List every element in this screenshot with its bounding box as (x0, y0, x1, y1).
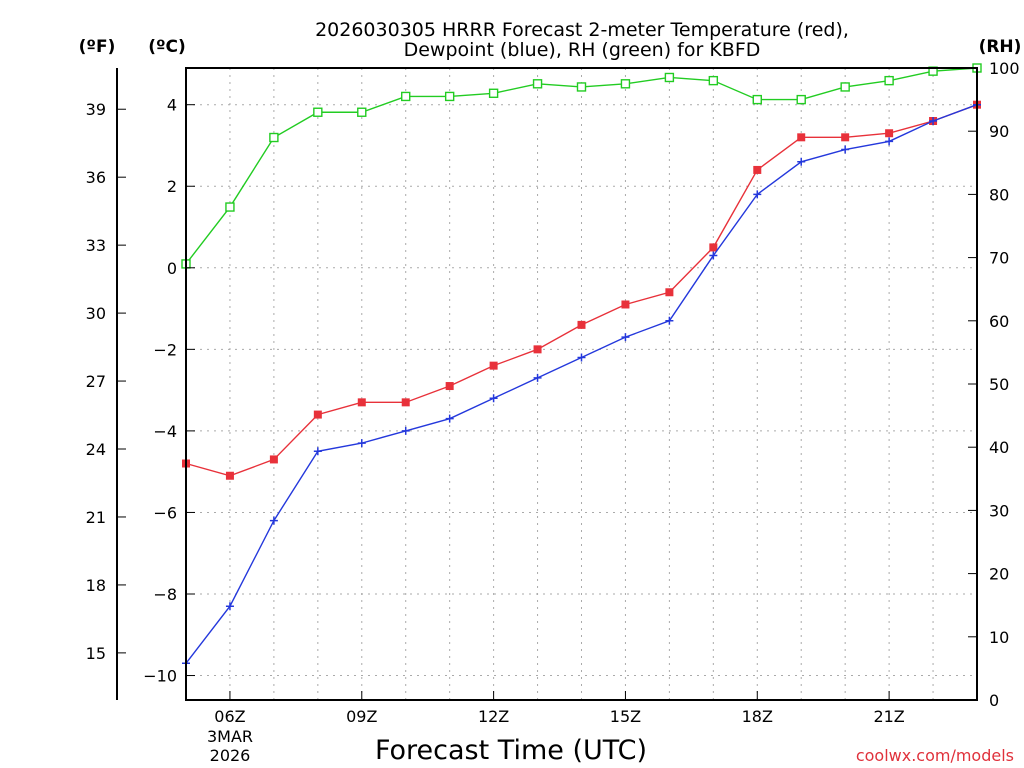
rh-tick-label: 80 (989, 185, 1009, 204)
rh-point (576, 82, 587, 92)
fahrenheit-tick-label: 21 (86, 508, 106, 527)
dewpoint-point (313, 447, 322, 456)
x-tick-label: 12Z (478, 707, 509, 726)
rh-tick-label: 40 (989, 438, 1009, 457)
dewpoint-point (929, 117, 938, 126)
rh-tick-label: 50 (989, 375, 1009, 394)
dewpoint-point (357, 439, 366, 448)
axis-ticks: 06Z 09Z 12Z 15Z 18Z 21Z−10−8−6−4−202415182124… (86, 59, 1020, 726)
temperature-point (401, 398, 410, 407)
temperature-point (445, 382, 454, 391)
temperature-point (621, 300, 630, 309)
dewpoint-point (225, 602, 234, 611)
rh-point (532, 79, 543, 89)
temperature-point (269, 455, 278, 464)
fahrenheit-tick-label: 15 (86, 644, 106, 663)
temperature-point (533, 345, 542, 354)
dewpoint-point (577, 353, 586, 362)
celsius-tick-label: −4 (153, 422, 177, 441)
x-tick-label: 18Z (742, 707, 773, 726)
rh-point (840, 82, 850, 92)
source-credit: coolwx.com/models (856, 746, 1014, 765)
date-label-year: 2026 (210, 746, 251, 765)
celsius-tick-label: 4 (167, 96, 177, 115)
date-label-day: 3MAR (207, 727, 253, 746)
rh-tick-label: 90 (989, 122, 1009, 141)
dewpoint-point (445, 414, 454, 423)
rh-point (884, 75, 894, 86)
temperature-point (885, 129, 894, 138)
celsius-tick-label: −8 (153, 585, 177, 604)
rh-point (444, 91, 455, 102)
temperature-point (313, 410, 322, 419)
fahrenheit-unit-label: (ºF) (79, 37, 116, 57)
dewpoint-point (753, 190, 762, 199)
fahrenheit-tick-label: 30 (86, 304, 106, 323)
dewpoint-point (797, 157, 806, 166)
rh-point (313, 107, 323, 117)
x-axis-title: Forecast Time (UTC) (375, 735, 647, 766)
x-tick-label: 21Z (873, 707, 904, 726)
fahrenheit-tick-label: 27 (86, 372, 106, 391)
grid-lines (186, 68, 977, 700)
celsius-tick-label: 0 (167, 259, 177, 278)
rh-tick-label: 10 (989, 628, 1009, 647)
dewpoint-point (665, 316, 674, 325)
rh-point (401, 91, 411, 102)
fahrenheit-tick-label: 39 (86, 100, 106, 119)
dewpoint-point (841, 145, 850, 154)
temperature-point (489, 361, 498, 370)
series-layer (181, 63, 982, 668)
rh-point (225, 202, 235, 212)
rh-point (664, 72, 675, 83)
rh-point (488, 88, 499, 98)
fahrenheit-tick-label: 24 (86, 440, 106, 459)
rh-tick-label: 60 (989, 312, 1009, 331)
dewpoint-point (489, 394, 498, 403)
dewpoint-point (533, 373, 542, 382)
dewpoint-point (621, 333, 630, 342)
rh-tick-label: 100 (989, 59, 1020, 78)
dewpoint-point (885, 137, 894, 146)
celsius-tick-label: −10 (143, 667, 177, 686)
celsius-tick-label: 2 (167, 177, 177, 196)
celsius-unit-label: (ºC) (148, 37, 186, 57)
celsius-tick-label: −6 (153, 503, 177, 522)
chart-title-line-1: 2026030305 HRRR Forecast 2-meter Tempera… (315, 19, 849, 41)
temperature-point (225, 471, 234, 480)
x-tick-label: 06Z (214, 707, 245, 726)
temperature-point (577, 320, 586, 329)
rh-point (620, 79, 631, 89)
rh-tick-label: 30 (989, 501, 1009, 520)
dewpoint-point (269, 516, 278, 525)
rh-point (708, 75, 719, 86)
temperature-point (797, 133, 806, 142)
rh-point (357, 107, 367, 117)
temperature-point (665, 288, 674, 297)
rh-point (269, 132, 279, 143)
rh-point (796, 94, 806, 105)
rh-unit-label: (RH) (979, 37, 1022, 57)
x-tick-label: 09Z (346, 707, 377, 726)
temperature-point (841, 133, 850, 142)
dewpoint-point (709, 251, 718, 260)
x-tick-label: 15Z (610, 707, 641, 726)
temperature-point (753, 165, 762, 174)
dewpoint-point (401, 426, 410, 435)
fahrenheit-tick-label: 33 (86, 236, 106, 255)
rh-tick-label: 0 (989, 691, 999, 710)
rh-tick-label: 70 (989, 249, 1009, 268)
fahrenheit-tick-label: 18 (86, 576, 106, 595)
rh-point (752, 94, 762, 105)
fahrenheit-tick-label: 36 (86, 168, 106, 187)
chart-title-line-2: Dewpoint (blue), RH (green) for KBFD (404, 39, 761, 61)
celsius-tick-label: −2 (153, 340, 177, 359)
rh-tick-label: 20 (989, 565, 1009, 584)
temperature-point (357, 398, 366, 407)
temperature-point (709, 243, 718, 252)
